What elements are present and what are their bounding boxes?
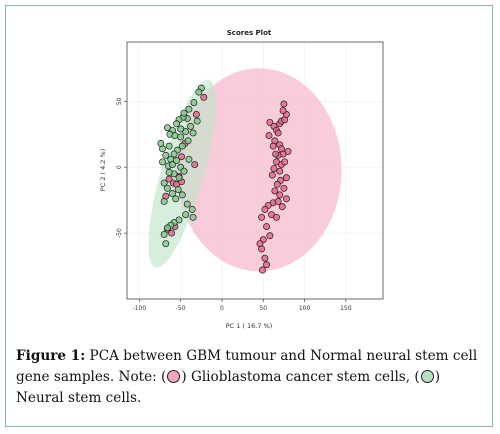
glioblastoma-point — [266, 232, 274, 240]
neural-point — [188, 205, 196, 213]
glioblastoma-point — [274, 198, 282, 205]
glioblastoma-point — [273, 213, 280, 221]
x-tick-label: 50 — [259, 305, 267, 312]
glioblastoma-point — [280, 184, 288, 192]
neural-point — [159, 158, 166, 166]
glioblastoma-point — [200, 93, 208, 101]
glioblastoma-point — [271, 187, 279, 195]
neural-point — [171, 132, 179, 140]
caption-label: Figure 1: — [16, 348, 86, 364]
neural-point — [185, 105, 193, 113]
glioblastoma-point — [263, 261, 271, 269]
neural-point — [162, 151, 170, 159]
neural-point — [183, 200, 191, 208]
neural-point — [168, 190, 176, 198]
neural-point — [189, 213, 197, 221]
glioblastoma-point — [261, 205, 269, 213]
glioblastoma-point — [278, 203, 286, 211]
neural-point — [164, 224, 171, 232]
neural-point — [185, 155, 193, 163]
neural-point — [173, 120, 180, 128]
plot-border — [126, 41, 384, 300]
neural-point — [173, 157, 180, 165]
glioblastoma-legend-marker — [167, 370, 181, 383]
x-tick-label: 100 — [299, 305, 311, 312]
neural-point — [193, 117, 201, 125]
glioblastoma-point — [282, 195, 290, 203]
neural-point — [177, 125, 185, 133]
glioblastoma-point — [270, 165, 278, 172]
x-tick-label: -100 — [133, 305, 147, 312]
y-tick-label: 50 — [116, 97, 123, 105]
plot-area: -100 -50 0 50 100 150 50 0 -50 — [116, 41, 384, 312]
neural-point — [170, 150, 178, 158]
glioblastoma-point — [276, 191, 284, 199]
x-axis-label: PC 1 ( 16.7 %) — [226, 322, 273, 330]
x-tick-label: 150 — [340, 305, 352, 312]
neural-point — [180, 167, 188, 175]
glioblastoma-point — [281, 158, 289, 166]
glioblastoma-point — [265, 132, 273, 140]
neural-point — [160, 179, 168, 187]
glioblastoma-point — [258, 245, 266, 253]
glioblastoma-point — [178, 153, 185, 161]
glioblastoma-point — [268, 171, 276, 179]
neural-point — [180, 109, 188, 117]
neural-point — [177, 133, 185, 141]
neural-point — [187, 122, 195, 130]
neural-point — [160, 198, 168, 205]
plot-title: Scores Plot — [227, 29, 272, 37]
glioblastoma-point — [272, 150, 280, 158]
glioblastoma-point — [282, 174, 290, 182]
neural-point — [164, 184, 171, 192]
neural-point — [178, 142, 186, 150]
glioblastoma-point — [266, 118, 274, 126]
glioblastoma-ellipse — [176, 68, 342, 272]
neural-point — [174, 186, 182, 194]
glioblastoma-point — [168, 229, 176, 237]
caption-text-3: ) Neural stem cells. — [16, 369, 441, 406]
glioblastoma-point — [258, 266, 266, 274]
neural-point — [165, 142, 173, 150]
neural-point — [195, 88, 203, 96]
neural-legend-marker — [420, 370, 434, 383]
glioblastoma-point — [284, 147, 292, 155]
neural-point — [178, 191, 186, 199]
glioblastoma-point — [269, 142, 277, 150]
y-axis-label: PC 2 ( 4.2 %) — [99, 149, 107, 191]
glioblastoma-point — [165, 175, 173, 183]
caption-text-2: ) Glioblastoma cancer stem cells, ( — [181, 369, 420, 385]
neural-point — [172, 195, 180, 203]
neural-point — [184, 137, 192, 145]
neural-point — [164, 124, 171, 132]
glioblastoma-point — [276, 167, 284, 175]
neural-point — [189, 129, 197, 137]
caption-text-1: PCA between GBM tumour and Normal neural… — [16, 348, 478, 385]
y-tick-label: -50 — [116, 228, 123, 238]
neural-point — [160, 230, 168, 238]
glioblastoma-point — [274, 129, 282, 137]
glioblastoma-point — [258, 213, 266, 221]
glioblastoma-point — [261, 254, 269, 262]
glioblastoma-point — [192, 111, 200, 118]
glioblastoma-point — [280, 100, 288, 108]
neural-point — [162, 240, 170, 248]
glioblastoma-point — [273, 180, 281, 188]
neural-point — [182, 211, 190, 219]
y-tick-label: 0 — [116, 165, 123, 169]
neural-point — [165, 169, 173, 176]
x-tick-label: -50 — [176, 305, 186, 312]
glioblastoma-point — [263, 223, 271, 230]
glioblastoma-point — [279, 107, 287, 114]
x-tick-label: 0 — [220, 305, 224, 312]
neural-point — [175, 174, 183, 182]
figure-caption: Figure 1: PCA between GBM tumour and Nor… — [16, 346, 478, 409]
glioblastoma-point — [191, 161, 199, 169]
neural-point — [157, 140, 165, 147]
neural-point — [168, 161, 176, 169]
neural-point — [190, 99, 198, 107]
